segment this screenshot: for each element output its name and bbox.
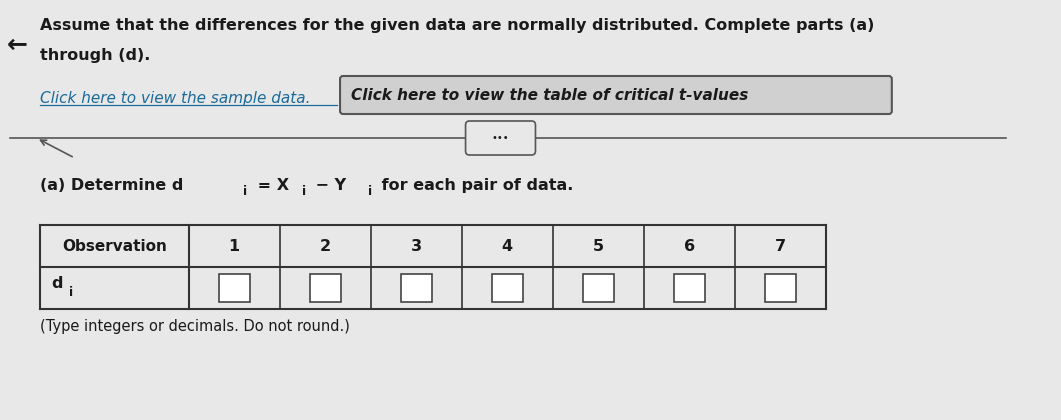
Text: 1: 1	[229, 239, 240, 254]
Text: − Y: − Y	[311, 178, 347, 192]
Text: (a) Determine d: (a) Determine d	[40, 178, 184, 192]
Text: 5: 5	[593, 239, 604, 254]
Text: i: i	[368, 184, 372, 197]
Text: Click here to view the table of critical t-values: Click here to view the table of critical…	[350, 87, 748, 102]
Text: d: d	[52, 276, 64, 291]
Text: •••: •••	[491, 133, 509, 143]
Text: ←: ←	[6, 33, 28, 57]
Text: i: i	[243, 184, 247, 197]
FancyBboxPatch shape	[310, 274, 341, 302]
FancyBboxPatch shape	[466, 121, 536, 155]
FancyBboxPatch shape	[219, 274, 249, 302]
Text: 7: 7	[775, 239, 786, 254]
FancyBboxPatch shape	[674, 274, 705, 302]
Text: Observation: Observation	[62, 239, 167, 254]
Text: Assume that the differences for the given data are normally distributed. Complet: Assume that the differences for the give…	[40, 18, 874, 32]
Text: i: i	[302, 184, 307, 197]
Text: 4: 4	[502, 239, 512, 254]
FancyBboxPatch shape	[401, 274, 432, 302]
FancyBboxPatch shape	[492, 274, 523, 302]
Text: for each pair of data.: for each pair of data.	[377, 178, 574, 192]
Text: 6: 6	[683, 239, 695, 254]
Text: i: i	[69, 286, 73, 299]
FancyBboxPatch shape	[582, 274, 613, 302]
Text: (Type integers or decimals. Do not round.): (Type integers or decimals. Do not round…	[40, 320, 350, 334]
Text: Click here to view the sample data.: Click here to view the sample data.	[40, 90, 311, 105]
FancyBboxPatch shape	[765, 274, 796, 302]
Text: 3: 3	[411, 239, 422, 254]
Text: 2: 2	[319, 239, 331, 254]
Text: through (d).: through (d).	[40, 47, 151, 63]
Text: = X: = X	[251, 178, 289, 192]
FancyBboxPatch shape	[341, 76, 892, 114]
